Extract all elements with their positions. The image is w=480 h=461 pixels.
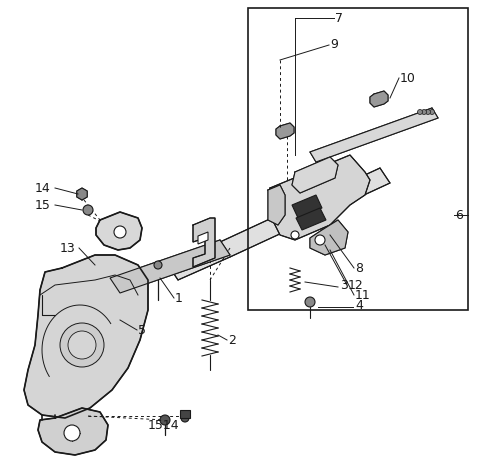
Polygon shape — [310, 108, 438, 162]
Circle shape — [291, 231, 299, 239]
Bar — [248, 8, 468, 310]
Text: 9: 9 — [330, 39, 338, 52]
Polygon shape — [77, 188, 87, 200]
Polygon shape — [193, 218, 215, 267]
Circle shape — [160, 415, 170, 425]
Polygon shape — [270, 155, 370, 240]
Text: 8: 8 — [355, 261, 363, 274]
Polygon shape — [168, 168, 390, 280]
Text: 3: 3 — [340, 278, 348, 291]
Text: 10: 10 — [400, 71, 416, 84]
Text: 12: 12 — [348, 278, 364, 291]
Text: 4: 4 — [355, 299, 363, 312]
Circle shape — [181, 414, 189, 422]
Text: 1514: 1514 — [148, 419, 180, 431]
Circle shape — [154, 261, 162, 269]
Text: 2: 2 — [228, 333, 236, 347]
Text: 14: 14 — [35, 182, 51, 195]
Text: 11: 11 — [355, 289, 371, 301]
Polygon shape — [276, 123, 294, 139]
Text: 1: 1 — [175, 291, 183, 305]
Polygon shape — [296, 208, 326, 230]
Polygon shape — [292, 195, 322, 218]
Circle shape — [305, 297, 315, 307]
Circle shape — [114, 226, 126, 238]
Polygon shape — [96, 212, 142, 250]
Circle shape — [64, 425, 80, 441]
Polygon shape — [292, 157, 338, 193]
Text: 6: 6 — [455, 208, 463, 221]
Polygon shape — [110, 240, 230, 293]
Text: 15: 15 — [35, 199, 51, 212]
Text: 7: 7 — [335, 12, 343, 24]
Text: 5: 5 — [138, 324, 146, 337]
Polygon shape — [24, 255, 148, 418]
Polygon shape — [310, 220, 348, 255]
Text: 13: 13 — [60, 242, 76, 254]
Polygon shape — [370, 91, 388, 107]
Circle shape — [315, 235, 325, 245]
Bar — [180, 410, 190, 418]
Circle shape — [430, 110, 434, 114]
Polygon shape — [198, 232, 208, 244]
Circle shape — [421, 110, 427, 114]
Circle shape — [68, 331, 96, 359]
Circle shape — [418, 110, 422, 114]
Circle shape — [60, 323, 104, 367]
Circle shape — [425, 110, 431, 114]
Circle shape — [83, 205, 93, 215]
Polygon shape — [268, 185, 285, 225]
Polygon shape — [38, 408, 108, 455]
